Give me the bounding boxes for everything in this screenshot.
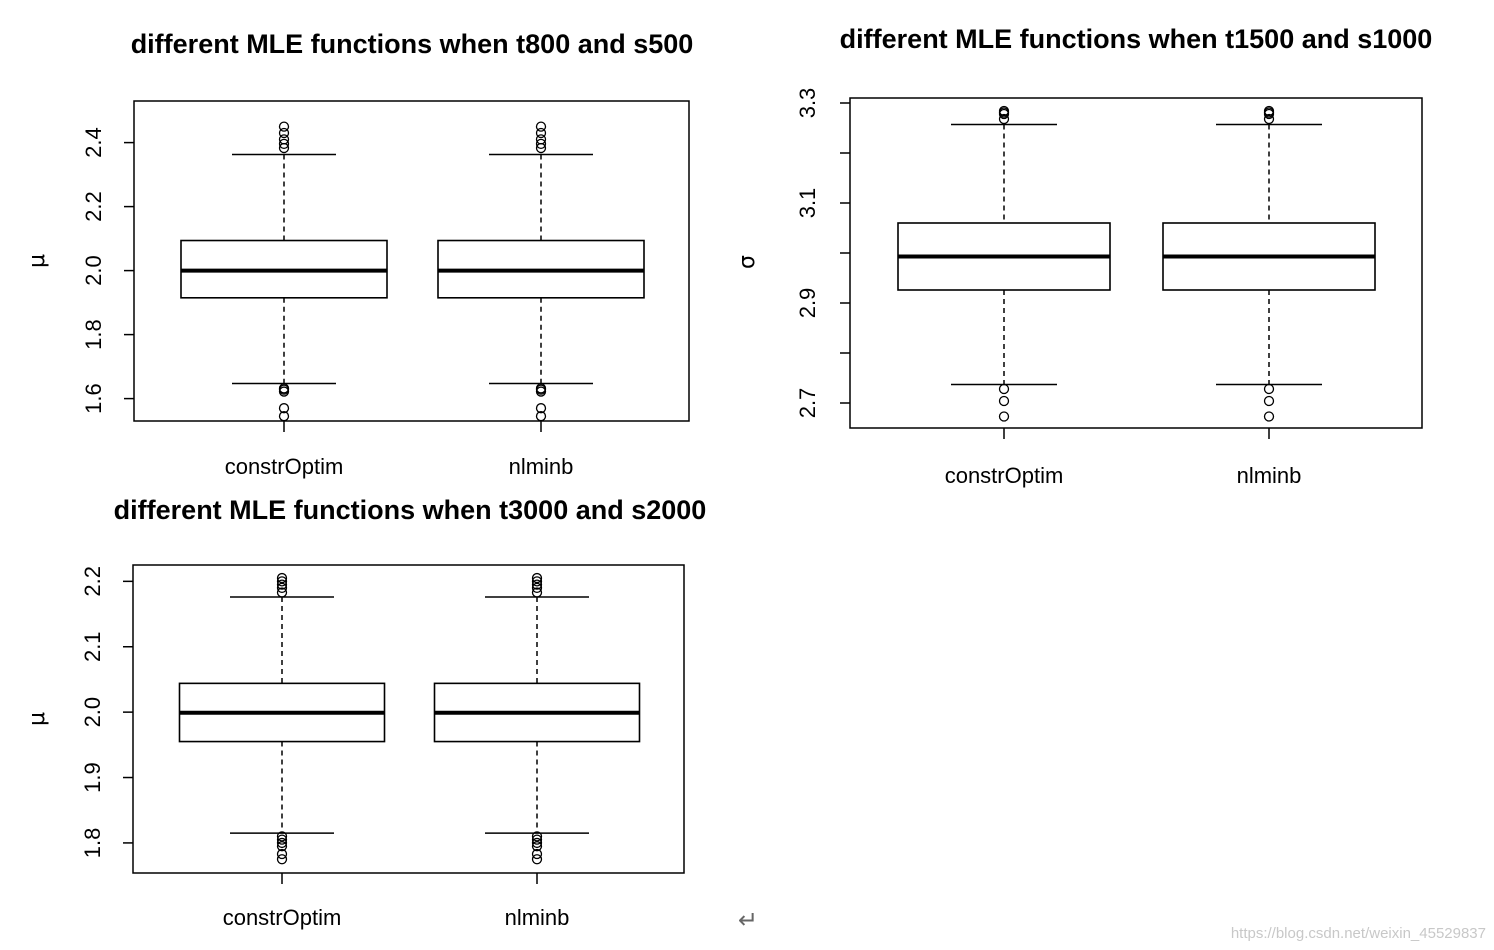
outlier-point [1263, 113, 1275, 125]
return-arrow-icon: ↵ [738, 906, 758, 934]
outlier-point [278, 403, 290, 414]
chart-title: different MLE functions when t1500 and s… [840, 24, 1433, 54]
outlier-point [531, 587, 543, 598]
outlier-point [276, 834, 288, 845]
outlier-point [278, 121, 290, 132]
outlier-point [998, 411, 1010, 422]
y-tick-label: 1.6 [81, 383, 106, 414]
box-constrOptim [897, 105, 1111, 422]
chart-title: different MLE functions when t3000 and s… [114, 495, 707, 525]
x-tick-label: constrOptim [223, 905, 342, 930]
outlier-point [535, 138, 547, 150]
outlier-point [998, 383, 1010, 395]
outlier-point [531, 582, 543, 594]
y-tick-label: 2.0 [80, 697, 105, 728]
outlier-point [535, 127, 547, 139]
y-tick-label: 2.1 [80, 631, 105, 662]
outlier-point [998, 395, 1010, 407]
y-tick-label: 1.8 [81, 319, 106, 350]
outlier-point [276, 587, 288, 598]
chart-panel-3: different MLE functions when t3000 and s… [25, 495, 706, 930]
outlier-point [535, 403, 547, 414]
plot-frame [132, 564, 685, 874]
outlier-point [276, 841, 288, 852]
x-tick-label: nlminb [505, 905, 570, 930]
outlier-point [535, 121, 547, 132]
box-nlminb [433, 572, 641, 865]
outlier-point [276, 831, 288, 842]
outlier-point [276, 579, 288, 590]
box-constrOptim [180, 121, 388, 422]
y-axis-label: σ [735, 255, 760, 269]
chart-panel-2: different MLE functions when t1500 and s… [735, 24, 1432, 488]
box-nlminb [1162, 105, 1376, 422]
outlier-point [1263, 411, 1275, 422]
y-tick-label: 3.1 [795, 188, 820, 219]
outlier-point [1263, 395, 1275, 407]
outlier-point [1263, 105, 1275, 117]
outlier-point [276, 837, 288, 849]
outlier-point [998, 113, 1010, 125]
watermark: https://blog.csdn.net/weixin_45529837 [1231, 925, 1486, 942]
y-tick-label: 2.7 [795, 388, 820, 419]
outlier-point [276, 854, 288, 865]
x-tick-label: nlminb [509, 454, 574, 479]
x-tick-label: nlminb [1237, 463, 1302, 488]
outlier-point [276, 582, 288, 594]
y-tick-label: 3.3 [795, 88, 820, 119]
outlier-point [531, 579, 543, 590]
y-tick-label: 2.0 [81, 255, 106, 286]
y-tick-label: 2.2 [80, 566, 105, 597]
outlier-point [276, 576, 288, 587]
x-tick-label: constrOptim [225, 454, 344, 479]
outlier-point [278, 411, 290, 422]
box-nlminb [437, 121, 645, 422]
outlier-point [998, 105, 1010, 117]
outlier-point [531, 837, 543, 849]
outlier-point [1263, 383, 1275, 395]
outlier-point [531, 831, 543, 842]
y-tick-label: 1.9 [80, 762, 105, 793]
outlier-point [535, 411, 547, 422]
outlier-point [278, 383, 290, 394]
x-tick-label: constrOptim [945, 463, 1064, 488]
outlier-point [278, 138, 290, 150]
outlier-point [278, 134, 290, 145]
y-axis-label: μ [25, 712, 50, 726]
y-axis-label: μ [25, 254, 50, 268]
y-tick-label: 2.9 [795, 288, 820, 319]
outlier-point [276, 572, 288, 584]
chart-panel-1: different MLE functions when t800 and s5… [25, 29, 693, 479]
outlier-point [531, 841, 543, 852]
y-tick-label: 1.8 [80, 828, 105, 859]
chart-title: different MLE functions when t800 and s5… [131, 29, 694, 59]
outlier-point [531, 834, 543, 845]
box-constrOptim [178, 572, 386, 865]
outlier-point [531, 576, 543, 587]
outlier-point [276, 848, 288, 860]
y-tick-label: 2.2 [81, 191, 106, 222]
plot-frame [849, 97, 1423, 429]
outlier-point [278, 127, 290, 139]
outlier-point [535, 134, 547, 145]
outlier-point [531, 572, 543, 584]
plot-frame [133, 100, 690, 422]
outlier-point [535, 383, 547, 394]
outlier-point [531, 848, 543, 860]
outlier-point [531, 854, 543, 865]
y-tick-label: 2.4 [81, 127, 106, 158]
